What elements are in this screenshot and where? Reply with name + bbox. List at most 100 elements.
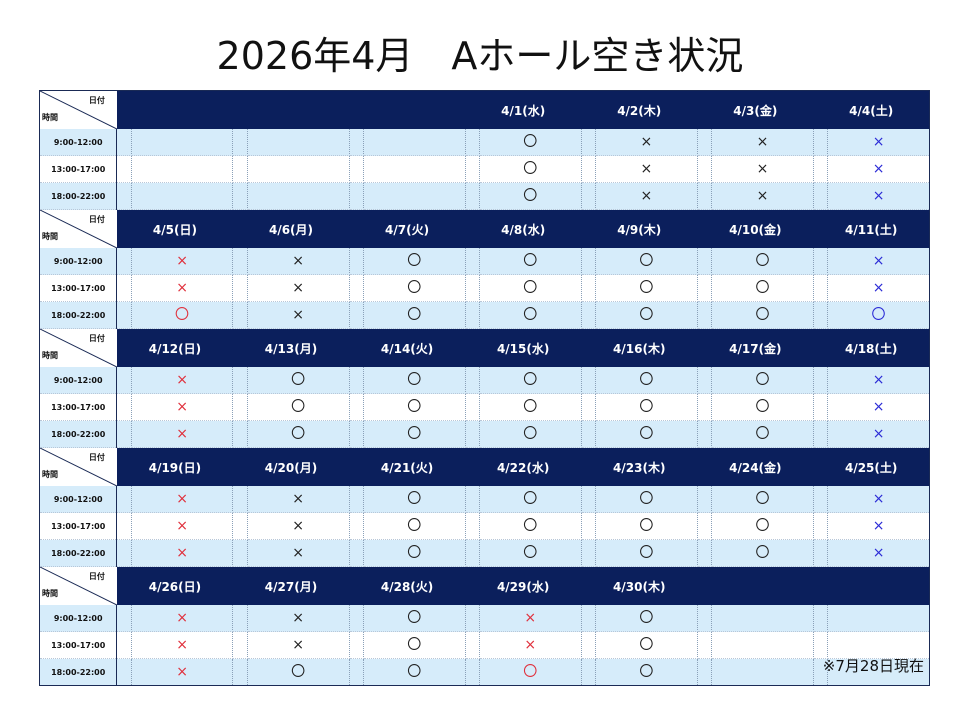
slot-row: 13:00-17:00 × × 〇 〇 〇 〇 × (39, 274, 930, 302)
day-header (813, 566, 930, 605)
availability-cell: 〇 (247, 367, 350, 394)
availability-cell: × (131, 274, 234, 302)
availability-cell: 〇 (363, 486, 466, 513)
availability-cell: × (827, 367, 930, 394)
availability-cell: 〇 (479, 182, 582, 210)
cell-spacer (232, 155, 248, 183)
cell-spacer (697, 248, 713, 275)
cell-spacer (581, 393, 596, 421)
cell-spacer (465, 155, 480, 183)
unavailable-mark: × (872, 399, 885, 415)
day-header: 4/15(水) (465, 328, 582, 367)
availability-cell: 〇 (363, 420, 466, 448)
cell-spacer (581, 658, 596, 686)
availability-cell: × (247, 274, 350, 302)
availability-cell: 〇 (363, 512, 466, 540)
availability-cell: 〇 (595, 631, 698, 659)
slot-row: 18:00-22:00 〇 × × × (39, 182, 930, 210)
cell-spacer (465, 512, 480, 540)
time-slot-label: 9:00-12:00 (39, 367, 118, 394)
availability-cell: 〇 (711, 539, 814, 567)
corner-date-label: 日付 (88, 215, 105, 224)
availability-cell: 〇 (595, 248, 698, 275)
day-header (116, 90, 233, 129)
available-mark: 〇 (639, 637, 654, 653)
availability-cell: 〇 (711, 367, 814, 394)
cell-spacer (581, 155, 596, 183)
available-mark: 〇 (755, 518, 770, 534)
availability-cell: 〇 (711, 393, 814, 421)
cell-spacer (465, 274, 480, 302)
cell-spacer (813, 182, 829, 210)
day-header: 4/10(金) (697, 209, 814, 248)
cell-spacer (349, 539, 364, 567)
cell-spacer (349, 658, 364, 686)
availability-cell (827, 631, 930, 659)
unavailable-mark: × (872, 491, 885, 507)
availability-cell: × (827, 248, 930, 275)
cell-spacer (116, 539, 132, 567)
availability-cell (131, 129, 234, 156)
availability-cell: 〇 (595, 512, 698, 540)
cell-spacer (697, 420, 713, 448)
availability-cell: 〇 (479, 486, 582, 513)
availability-cell: × (247, 248, 350, 275)
available-mark: 〇 (407, 664, 422, 680)
availability-cell: 〇 (479, 420, 582, 448)
availability-cell: × (131, 539, 234, 567)
available-mark: 〇 (755, 372, 770, 388)
cell-spacer (232, 129, 248, 156)
day-header: 4/3(金) (697, 90, 814, 129)
slot-row: 13:00-17:00 × × 〇 × 〇 (39, 631, 930, 659)
cell-spacer (116, 129, 132, 156)
availability-cell: 〇 (595, 367, 698, 394)
availability-cell (711, 605, 814, 632)
unavailable-mark: × (176, 637, 188, 653)
available-mark: 〇 (407, 637, 422, 653)
unavailable-mark: × (176, 426, 188, 442)
unavailable-mark: × (292, 307, 304, 323)
time-slot-label: 13:00-17:00 (39, 512, 118, 540)
available-mark: 〇 (523, 307, 538, 323)
time-slot-label: 9:00-12:00 (39, 605, 118, 632)
cell-spacer (232, 486, 248, 513)
cell-spacer (116, 420, 132, 448)
availability-cell: 〇 (595, 274, 698, 302)
as-of-note: ※7月28日現在 (822, 657, 924, 675)
availability-cell: 〇 (363, 658, 466, 686)
unavailable-mark: × (176, 399, 188, 415)
available-mark: 〇 (407, 610, 422, 626)
cell-spacer (232, 631, 248, 659)
corner-date-label: 日付 (88, 334, 105, 343)
available-mark: 〇 (639, 426, 654, 442)
day-header: 4/4(土) (813, 90, 930, 129)
day-header: 4/25(土) (813, 447, 930, 486)
availability-cell: 〇 (247, 658, 350, 686)
available-mark: 〇 (755, 545, 770, 561)
day-header: 4/28(火) (349, 566, 466, 605)
cell-spacer (232, 539, 248, 567)
cell-spacer (581, 182, 596, 210)
availability-cell: 〇 (595, 301, 698, 329)
unavailable-mark: × (872, 372, 885, 388)
availability-cell: × (247, 539, 350, 567)
available-mark: 〇 (407, 372, 422, 388)
slot-row: 13:00-17:00 〇 × × × (39, 155, 930, 183)
unavailable-mark: × (176, 545, 188, 561)
available-mark: 〇 (639, 518, 654, 534)
availability-cell (247, 182, 350, 210)
cell-spacer (232, 248, 248, 275)
day-header: 4/5(日) (116, 209, 233, 248)
available-mark: 〇 (639, 307, 654, 323)
availability-cell: × (131, 486, 234, 513)
cell-spacer (349, 301, 364, 329)
available-mark: 〇 (639, 399, 654, 415)
availability-cell (711, 658, 814, 686)
day-header: 4/6(月) (232, 209, 350, 248)
availability-table: 日付 時間 4/1(水) 4/2(木) 4/3(金) 4/4(土) 9:00-12:00 〇 ×… (39, 90, 930, 686)
day-header: 4/17(金) (697, 328, 814, 367)
slot-row: 18:00-22:00 × 〇 〇 〇 〇 〇 × (39, 420, 930, 448)
cell-spacer (232, 420, 248, 448)
unavailable-mark: × (640, 188, 653, 204)
availability-cell: 〇 (247, 393, 350, 421)
